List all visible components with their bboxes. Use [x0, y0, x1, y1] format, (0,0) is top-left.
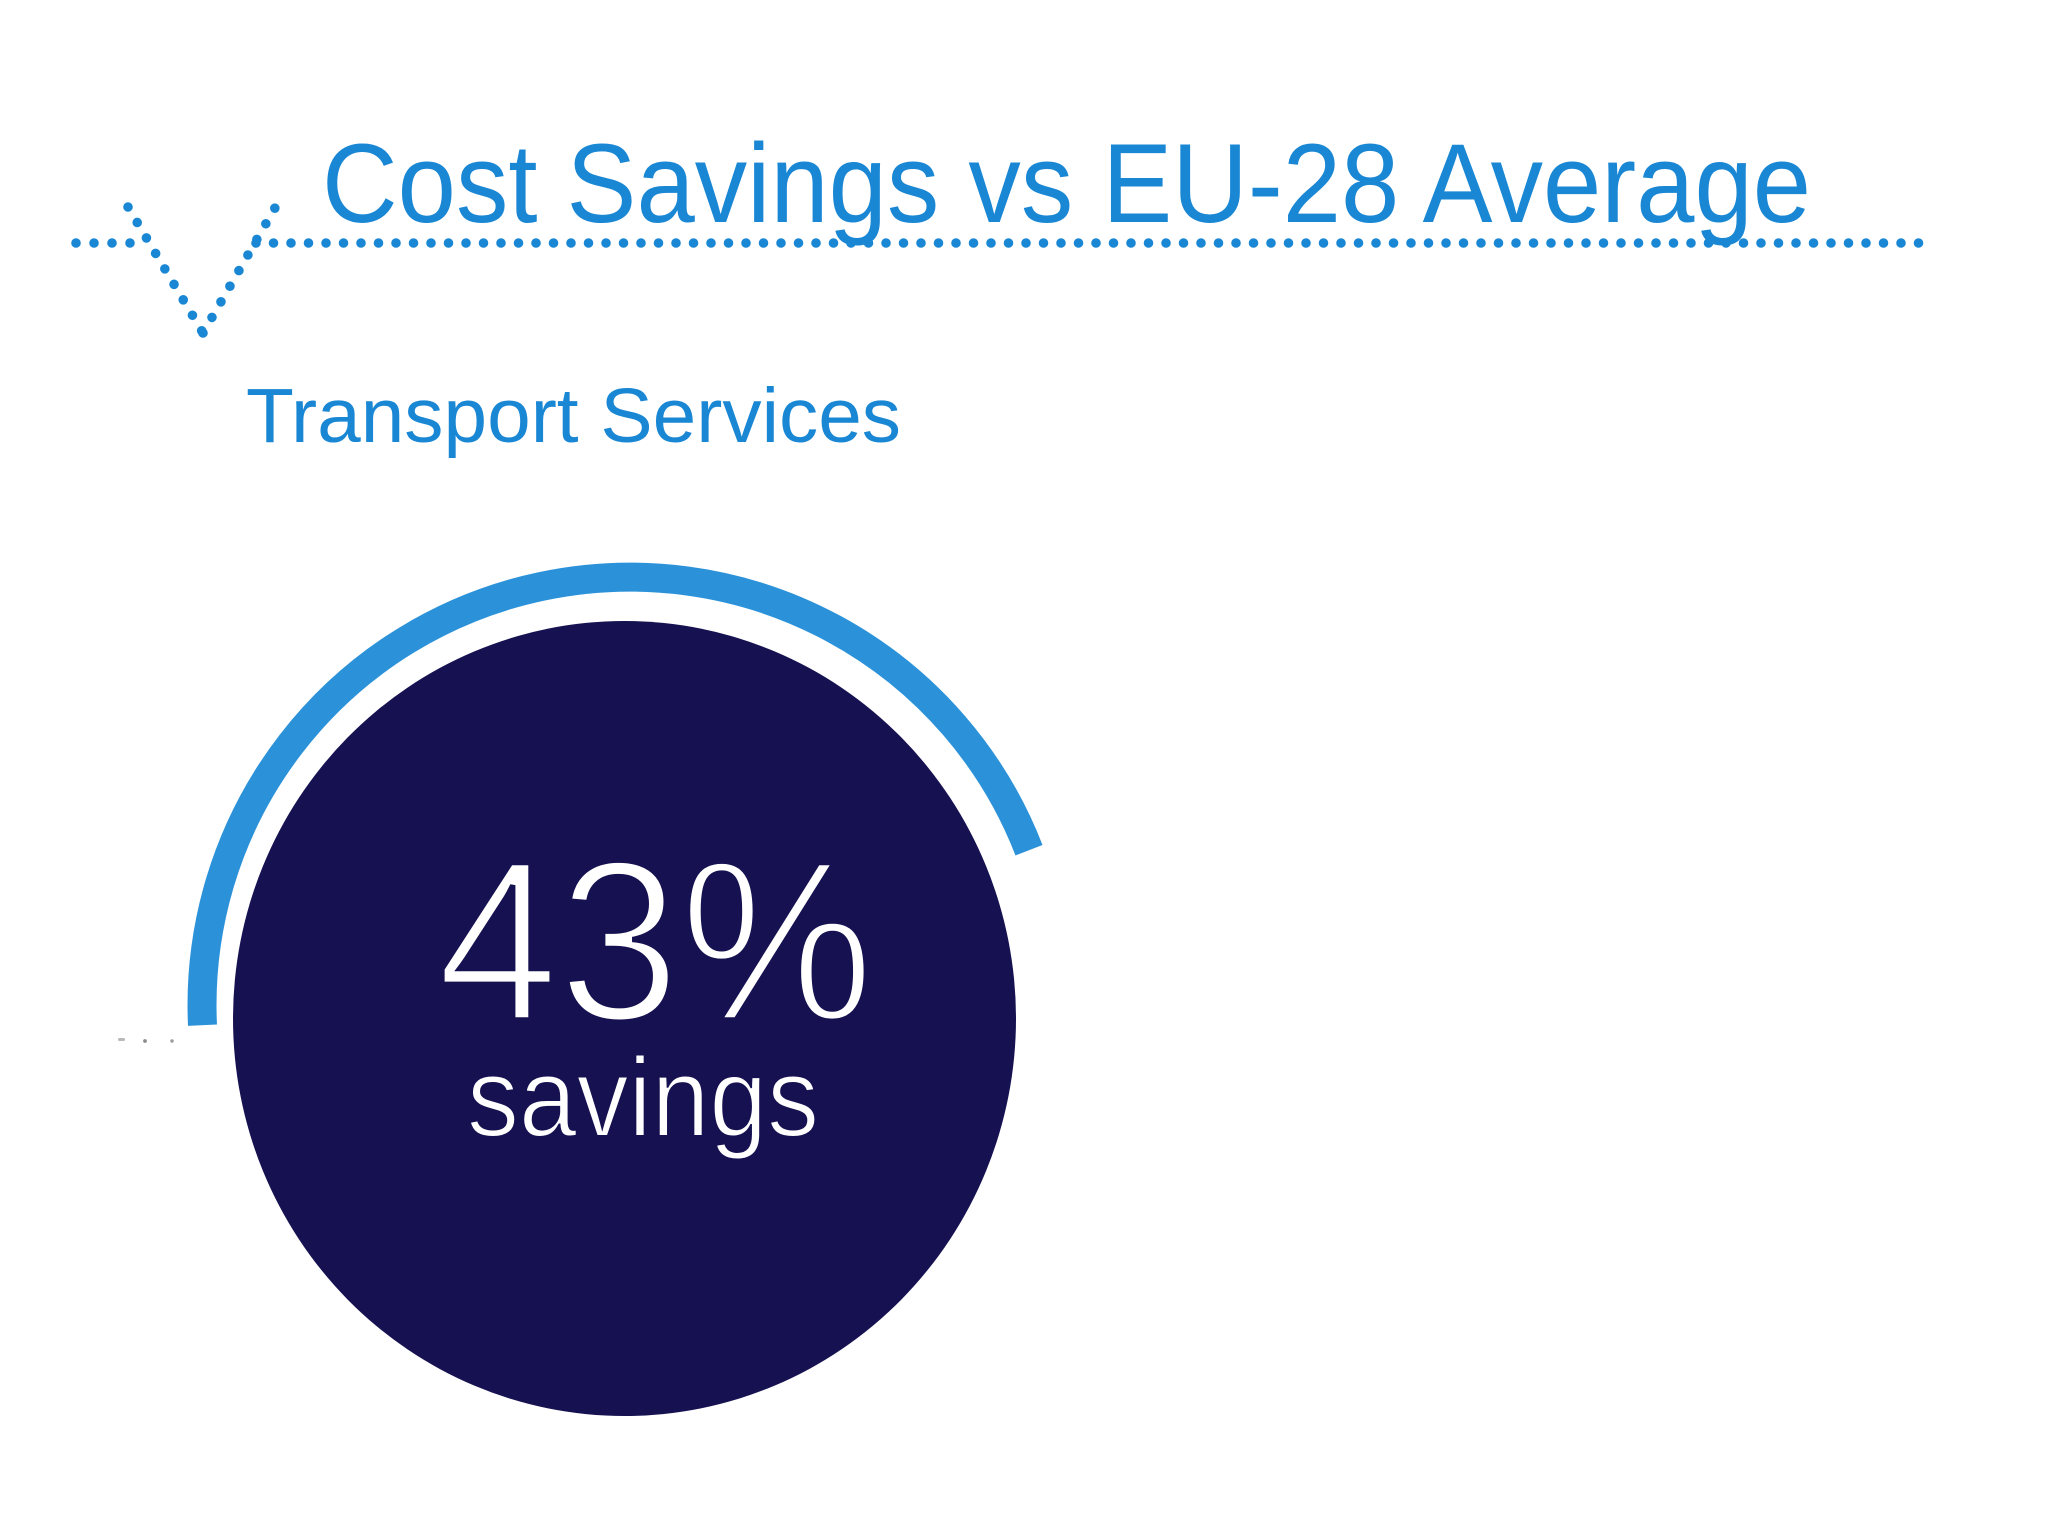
svg-text:43%: 43%	[437, 813, 874, 1069]
svg-text:savings: savings	[467, 1035, 819, 1160]
svg-text:savings: savings	[467, 1035, 819, 1160]
svg-text:Cost Savings vs EU-28 Average: Cost Savings vs EU-28 Average	[322, 121, 1811, 246]
svg-text:Transport Services: Transport Services	[246, 373, 901, 459]
svg-text:43%: 43%	[437, 813, 874, 1069]
